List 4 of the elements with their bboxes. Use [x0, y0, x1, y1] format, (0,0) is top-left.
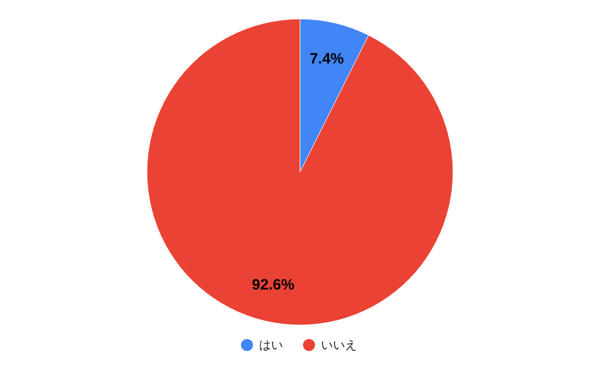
- legend-label: はい: [259, 338, 283, 352]
- data-label: 92.6%: [252, 276, 294, 294]
- data-label: 7.4%: [310, 50, 344, 68]
- legend-label: いいえ: [321, 338, 357, 352]
